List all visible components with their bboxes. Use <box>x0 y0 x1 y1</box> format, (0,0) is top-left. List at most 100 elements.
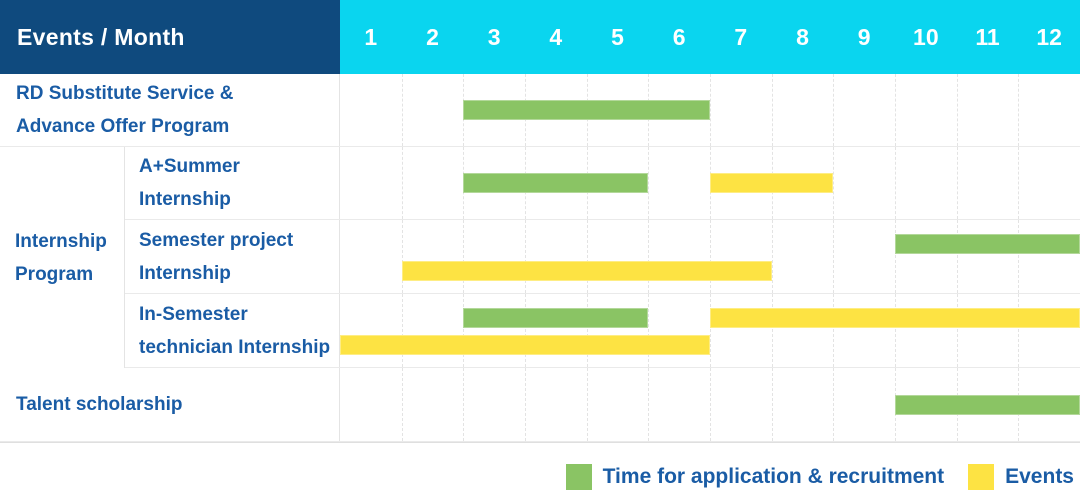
month-gridline <box>833 220 835 293</box>
row-label-line: Internship <box>139 262 231 284</box>
event-bar <box>710 173 834 193</box>
month-gridline <box>895 294 896 367</box>
row-label-line: Internship <box>139 189 231 210</box>
legend-item-events: Events <box>968 464 1074 490</box>
month-gridline <box>956 294 958 367</box>
row-label-semester-project-internship: Semester project Internship <box>125 220 340 293</box>
month-label-7: 7 <box>734 23 748 50</box>
row-label-line: RD Substitute Service & <box>16 83 234 104</box>
month-label-8: 8 <box>796 23 809 50</box>
month-gridline <box>586 294 588 367</box>
row-label-talent-scholarship: Talent scholarship <box>0 368 340 441</box>
month-gridline <box>833 294 835 367</box>
chart-row-in-semester-technician-internship <box>340 294 1080 367</box>
month-gridline <box>648 294 650 367</box>
month-gridline <box>586 368 588 441</box>
event-bar <box>710 308 1080 328</box>
month-label-4: 4 <box>549 23 563 50</box>
event-bar <box>401 261 772 281</box>
month-gridline <box>710 294 711 367</box>
group-label-line: Program <box>15 263 94 285</box>
month-label-3: 3 <box>487 23 501 50</box>
chart-row-semester-project-internship <box>340 220 1080 293</box>
month-gridline <box>895 220 896 293</box>
chart-row-rd-substitute <box>340 74 1080 146</box>
month-gridline <box>956 147 958 219</box>
month-gridline <box>771 294 773 367</box>
recruitment-bar <box>463 308 649 328</box>
month-gridline <box>525 220 526 293</box>
month-gridline <box>833 368 835 441</box>
month-label-1: 1 <box>364 23 378 50</box>
recruitment-bar <box>463 173 649 193</box>
row-label-line: A+Summer <box>139 156 240 177</box>
month-gridline <box>895 74 896 146</box>
table-row: Talent scholarship <box>0 368 1080 442</box>
month-label-2: 2 <box>426 23 439 50</box>
month-gridline <box>833 147 835 219</box>
table-header-row: Events / Month 1 2 3 4 5 6 7 8 9 10 11 1… <box>0 0 1080 74</box>
month-gridline <box>525 368 526 441</box>
month-gridline <box>586 220 588 293</box>
month-gridline <box>401 147 403 219</box>
event-bar <box>340 335 710 355</box>
month-label-5: 5 <box>611 23 624 50</box>
month-label-11: 11 <box>975 23 1000 50</box>
month-gridline <box>648 147 650 219</box>
row-label-line: Semester project <box>139 229 294 251</box>
month-gridline <box>401 74 403 146</box>
legend-label: Events <box>1005 465 1074 488</box>
month-gridline <box>463 368 465 441</box>
month-gridline <box>463 220 465 293</box>
month-label-9: 9 <box>857 23 871 50</box>
table-title: Events / Month <box>0 0 340 74</box>
month-gridline <box>1018 294 1020 367</box>
table-row: A+Summer Internship <box>125 147 1080 220</box>
month-gridline <box>401 368 403 441</box>
legend: Time for application & recruitment Event… <box>0 443 1080 494</box>
recruitment-bar <box>895 234 1080 254</box>
row-label-line: technician Internship <box>139 336 331 358</box>
group-label-line: Internship <box>15 230 107 252</box>
month-label-10: 10 <box>913 23 939 50</box>
group-label-internship-program: Internship Program <box>0 147 125 368</box>
month-gridline <box>771 220 773 293</box>
month-gridline <box>648 220 650 293</box>
table-body: RD Substitute Service & Advance Offer Pr… <box>0 74 1080 443</box>
recruitment-bar <box>895 394 1080 415</box>
chart-row-talent-scholarship <box>340 368 1080 441</box>
month-gridline <box>401 294 403 367</box>
month-gridline <box>895 147 896 219</box>
month-label-12: 12 <box>1036 23 1062 50</box>
row-label-rd-substitute: RD Substitute Service & Advance Offer Pr… <box>0 74 340 146</box>
chart-row-a-summer-internship <box>340 147 1080 219</box>
legend-label: Time for application & recruitment <box>602 465 945 488</box>
month-gridline <box>771 74 773 146</box>
row-label-line: Talent scholarship <box>16 394 183 415</box>
month-header: 1 2 3 4 5 6 7 8 9 10 11 12 <box>340 0 1080 74</box>
month-gridline <box>1018 220 1020 293</box>
month-gridline <box>710 368 711 441</box>
events-color-swatch <box>968 464 995 490</box>
month-gridline <box>648 368 650 441</box>
month-gridline <box>525 294 526 367</box>
month-gridline <box>771 368 773 441</box>
month-gridline <box>1018 147 1020 219</box>
row-label-a-summer-internship: A+Summer Internship <box>125 147 340 219</box>
month-gridline <box>1018 74 1020 146</box>
month-gridline <box>710 220 711 293</box>
table-row: Semester project Internship <box>125 220 1080 294</box>
recruitment-bar <box>463 100 710 120</box>
month-gridline <box>401 220 403 293</box>
month-gridline <box>463 294 465 367</box>
row-label-line: In-Semester <box>139 303 248 325</box>
internship-program-group: Internship Program A+Summer Internship S… <box>0 147 1080 368</box>
row-label-line: Advance Offer Program <box>16 116 230 137</box>
row-label-in-semester-technician-internship: In-Semester technician Internship <box>125 294 340 367</box>
month-gridline <box>833 74 835 146</box>
table-row: RD Substitute Service & Advance Offer Pr… <box>0 74 1080 147</box>
table-row: In-Semester technician Internship <box>125 294 1080 368</box>
legend-item-recruitment: Time for application & recruitment <box>565 464 945 490</box>
month-label-6: 6 <box>672 23 686 50</box>
